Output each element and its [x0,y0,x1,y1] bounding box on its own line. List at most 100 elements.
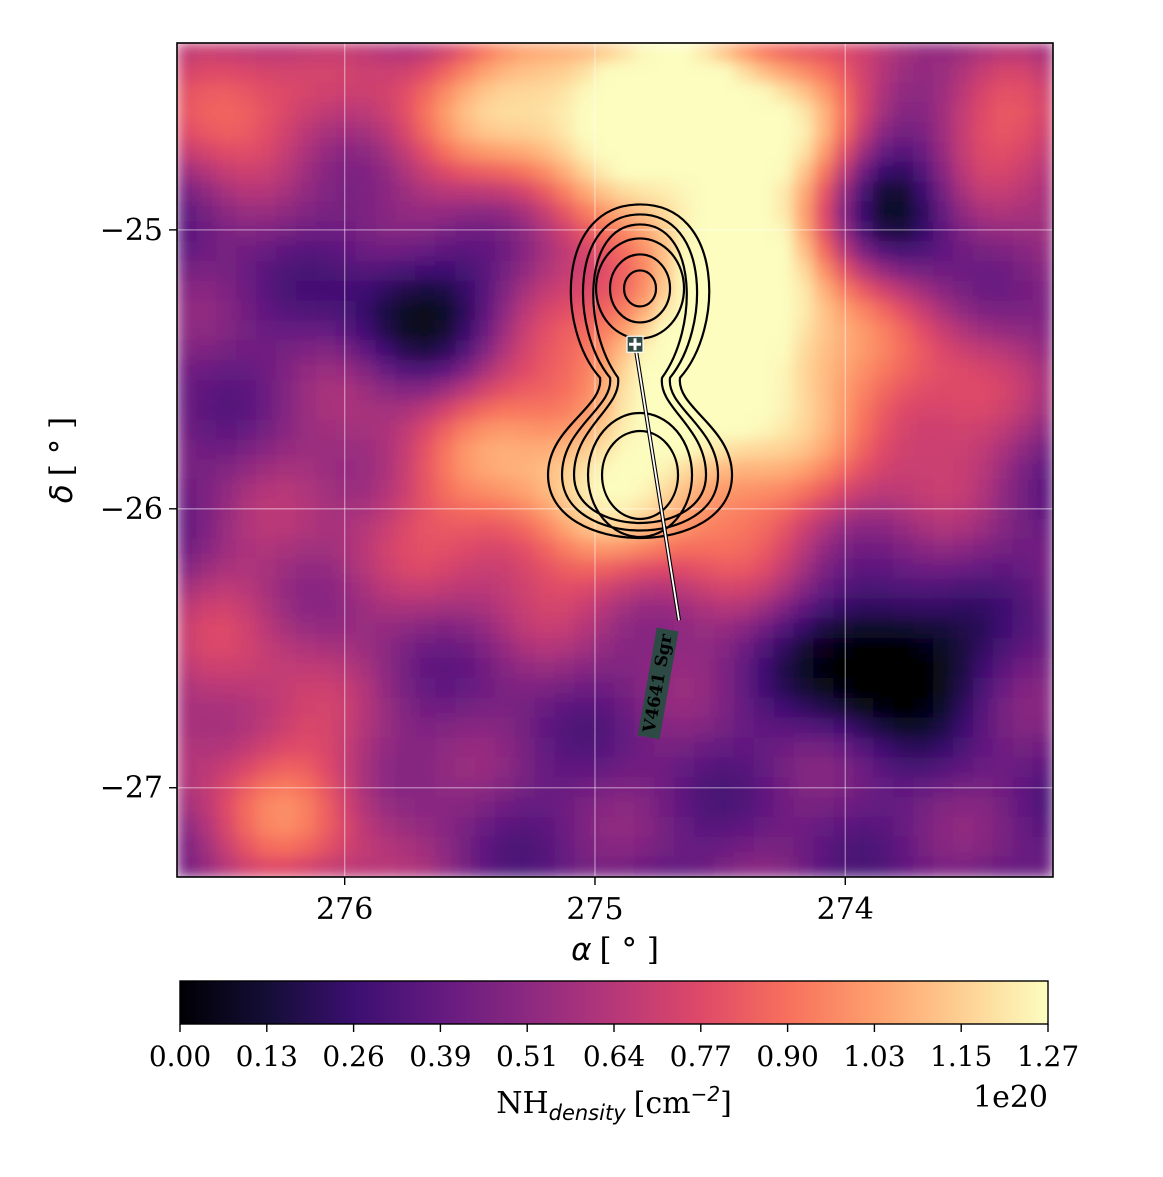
heatmap-cell [375,360,397,382]
heatmap-cell [177,757,198,779]
heatmap-cell [495,340,517,362]
heatmap-cell [873,280,895,303]
heatmap-cell [733,658,756,680]
heatmap-cell [773,300,796,322]
heatmap-cell [455,320,477,342]
heatmap-cell [594,558,616,581]
heatmap-cell [773,479,796,501]
heatmap-cell [395,459,417,481]
heatmap-cell [495,399,517,422]
heatmap-cell [236,161,258,183]
heatmap-cell [335,598,358,620]
heatmap-cell [992,717,1015,739]
heatmap-cell [893,419,915,442]
heatmap-cell [753,43,776,64]
heatmap-cell [793,816,816,839]
heatmap-cell [216,717,238,739]
heatmap-cell [574,558,597,581]
heatmap-cell [773,221,796,243]
heatmap-cell [614,777,636,799]
heatmap-cell [375,697,397,720]
heatmap-cell [196,737,218,759]
heatmap-cell [355,538,378,561]
heatmap-cell [614,658,636,680]
heatmap-cell [972,280,995,303]
heatmap-cell [475,260,497,283]
heatmap-cell [335,82,358,104]
heatmap-cell [514,499,537,521]
heatmap-cell [733,161,756,183]
heatmap-cell [514,717,537,739]
heatmap-cell [435,519,457,541]
heatmap-cell [574,43,597,64]
heatmap-cell [694,201,716,223]
heatmap-cell [873,399,895,422]
grid-lines [177,43,1053,877]
heatmap-cell [196,419,218,442]
source-leader-line [634,344,680,621]
heatmap-cell [893,121,915,144]
heatmap-cell [415,161,437,183]
heatmap-cell [773,141,796,164]
heatmap-cell [913,479,935,501]
heatmap-cell [335,578,358,600]
heatmap-cell [295,62,318,84]
heatmap-cell [933,737,955,759]
heatmap-cell [415,777,437,799]
heatmap-cell [733,300,756,322]
heatmap-cell [574,380,597,402]
heatmap-cell [893,221,915,243]
heatmap-cell [972,777,995,799]
heatmap-cell [276,419,298,442]
heatmap-cell [177,360,198,382]
heatmap-cell [1012,439,1035,461]
heatmap-cell [495,121,517,144]
heatmap-cell [355,856,378,877]
heatmap-cell [913,380,935,402]
heatmap-cell [574,816,597,839]
heatmap-cell [554,737,577,759]
heatmap-cell [813,737,835,759]
heatmap-cell [873,419,895,442]
heatmap-cell [1012,181,1035,203]
heatmap-cell [833,161,855,183]
heatmap-cell [276,836,298,859]
heatmap-cell [375,43,397,64]
heatmap-cell [315,519,338,541]
heatmap-cell [594,777,616,799]
heatmap-cell [833,797,855,819]
heatmap-cell [455,697,477,720]
heatmap-cell [415,757,437,779]
heatmap-cell [335,538,358,561]
heatmap-cell [1012,737,1035,759]
heatmap-cell [455,241,477,263]
density-heatmap [177,43,1053,877]
heatmap-cell [753,777,776,799]
heatmap-cell [455,221,477,243]
heatmap-cell [972,697,995,720]
heatmap-cell [415,260,437,283]
heatmap-cell [733,280,756,303]
contour-line [600,429,680,521]
heatmap-cell [614,757,636,779]
heatmap-cell [216,777,238,799]
heatmap-cell [674,538,696,561]
heatmap-cell [1032,538,1053,561]
heatmap-cell [833,360,855,382]
heatmap-cell [1032,62,1053,84]
heatmap-cell [375,340,397,362]
heatmap-cell [1012,777,1035,799]
heatmap-cell [216,320,238,342]
heatmap-cell [534,62,557,84]
heatmap-cell [893,260,915,283]
heatmap-cell [853,320,875,342]
heatmap-cell [873,479,895,501]
heatmap-cell [813,538,835,561]
heatmap-cell [992,360,1015,382]
heatmap-cell [514,260,537,283]
heatmap-cell [634,598,656,620]
heatmap-cell [295,578,318,600]
heatmap-cell [594,598,616,620]
heatmap-cell [534,320,557,342]
heatmap-cell [893,399,915,422]
